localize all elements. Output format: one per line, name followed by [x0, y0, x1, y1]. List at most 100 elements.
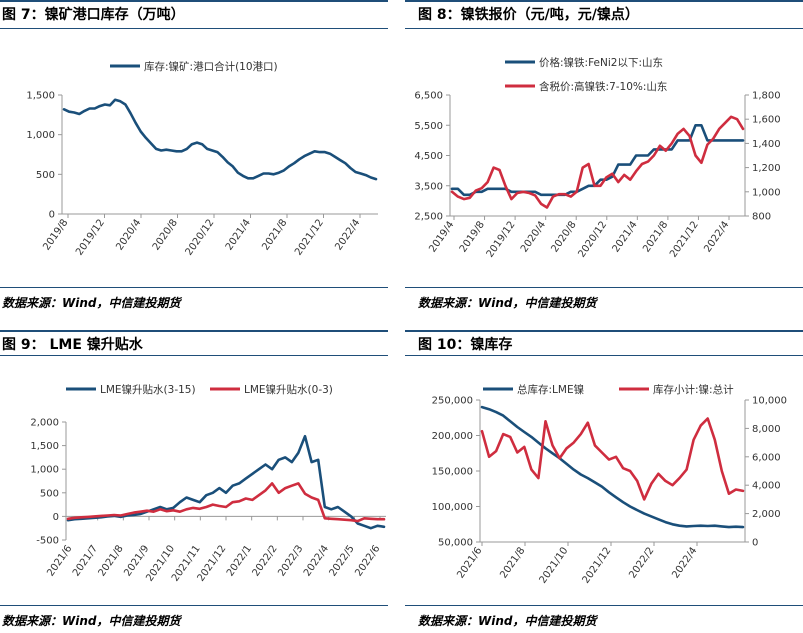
series-line-0 [480, 405, 745, 529]
legend-label-0: 价格:镍铁:FeNi2以下:山东 [539, 56, 663, 69]
y-tick-label-left-3: 1,500 [26, 91, 55, 102]
figure-9-source: 数据来源：Wind，中信建投期货 [2, 614, 181, 628]
y-tick-label-left-3: 200,000 [432, 431, 473, 442]
figure-7-chart: 库存:镍矿:港口合计(10港口) 0 500 1,000 1,500 2019/8 2019… [26, 60, 378, 258]
series-line-1 [450, 115, 745, 209]
figure-7-top-rule [0, 0, 388, 2]
x-tick-label-5: 2021/4 [224, 217, 253, 252]
legend-label-1: 含税价:高镍铁:7-10%:山东 [539, 80, 667, 93]
x-tick-label-3: 2020/4 [519, 219, 548, 254]
x-tick-label-6: 2021/8 [260, 217, 289, 252]
y-tick-label-right-5: 1,800 [752, 91, 781, 102]
legend-label-1: 库存小计:镍:总计 [653, 383, 734, 396]
y-tick-label-left-0: 2,500 [414, 212, 443, 223]
figure-9-top-rule [0, 330, 388, 332]
x-tick-label-2: 2019/12 [485, 219, 518, 259]
series-line-0 [62, 98, 378, 181]
y-tick-label-left-4: 1,500 [30, 441, 59, 452]
y-tick-label-left-4: 250,000 [432, 396, 473, 407]
x-tick-label-8: 2022/4 [333, 217, 362, 252]
figure-10-chart: 总库存:LME镍 库存小计:镍:总计 50,000 100,000 150,000 200… [432, 383, 787, 586]
figure-8-source: 数据来源：Wind，中信建投期货 [418, 296, 597, 310]
y-tick-label-right-1: 1,000 [752, 187, 781, 198]
series-line-1 [66, 482, 386, 523]
x-tick-label-2: 2021/8 [97, 543, 126, 578]
y-tick-label-right-2: 4,000 [752, 481, 781, 492]
x-tick-label-0: 2021/6 [455, 545, 484, 580]
figure-8-bottom-rule [405, 287, 803, 288]
y-tick-label-right-0: 0 [752, 538, 758, 549]
x-tick-label-2: 2020/4 [114, 217, 143, 252]
y-tick-label-left-2: 500 [40, 488, 59, 499]
x-tick-label-1: 2019/12 [74, 217, 107, 257]
figure-7-source: 数据来源：Wind，中信建投期货 [2, 296, 181, 310]
figure-7-title-rule [0, 28, 388, 29]
x-tick-label-5: 2022/4 [670, 545, 699, 580]
x-tick-label-12: 2022/6 [353, 543, 382, 578]
y-tick-label-left-1: 100,000 [432, 502, 473, 513]
y-tick-label-right-4: 8,000 [752, 424, 781, 435]
x-tick-label-4: 2020/12 [184, 217, 217, 257]
y-tick-label-right-5: 10,000 [752, 396, 787, 407]
x-tick-label-8: 2021/12 [668, 219, 701, 259]
legend-label-0: LME镍升贴水(3-15) [100, 383, 196, 396]
x-tick-label-7: 2021/12 [293, 217, 326, 257]
x-tick-label-3: 2020/8 [151, 217, 180, 252]
x-tick-label-1: 2021/7 [71, 543, 100, 578]
figure-10-source: 数据来源：Wind，中信建投期货 [418, 614, 597, 628]
y-tick-label-left-4: 6,500 [414, 91, 443, 102]
y-tick-label-right-1: 2,000 [752, 509, 781, 520]
y-tick-label-left-3: 5,500 [414, 121, 443, 132]
x-tick-label-8: 2022/2 [251, 543, 280, 578]
y-tick-label-left-1: 500 [36, 170, 55, 181]
figure-10-bottom-rule [405, 605, 803, 606]
x-tick-label-2: 2021/10 [538, 545, 571, 585]
y-tick-label-left-3: 1,000 [30, 465, 59, 476]
figure-8-title: 图 8：镍铁报价（元/吨，元/镍点） [418, 7, 639, 23]
x-tick-label-5: 2020/12 [576, 219, 609, 259]
y-tick-label-right-3: 1,400 [752, 139, 781, 150]
y-tick-label-left-1: 3,500 [414, 181, 443, 192]
y-tick-label-left-0: 50,000 [438, 538, 473, 549]
x-tick-label-3: 2021/12 [581, 545, 614, 585]
legend-label-0: 库存:镍矿:港口合计(10港口) [144, 60, 278, 73]
x-tick-label-9: 2022/4 [702, 219, 731, 254]
x-tick-label-0: 2021/6 [45, 543, 74, 578]
y-tick-label-left-0: 0 [49, 210, 55, 221]
y-tick-label-left-2: 4,500 [414, 151, 443, 162]
y-tick-label-left-5: 2,000 [30, 418, 59, 429]
x-tick-label-11: 2022/5 [328, 543, 357, 578]
figure-10-top-rule [405, 330, 803, 332]
y-tick-label-left-0: -500 [36, 536, 59, 547]
figure-7-bottom-rule [0, 287, 388, 288]
legend-label-1: LME镍升贴水(0-3) [244, 383, 333, 396]
legend-label-0: 总库存:LME镍 [517, 383, 584, 396]
figure-7-title: 图 7：镍矿港口库存（万吨） [2, 7, 185, 23]
y-tick-label-left-1: 0 [53, 512, 59, 523]
series-line-0 [66, 434, 386, 530]
series-line-1 [480, 417, 745, 501]
figure-9-title-rule [0, 355, 388, 356]
x-tick-label-0: 2019/8 [41, 217, 70, 252]
figure-10-title: 图 10：镍库存 [418, 337, 513, 353]
y-tick-label-right-3: 6,000 [752, 452, 781, 463]
x-tick-label-7: 2022/1 [225, 543, 254, 578]
y-tick-label-left-2: 150,000 [432, 467, 473, 478]
x-tick-label-1: 2019/8 [458, 219, 487, 254]
y-tick-label-right-2: 1,200 [752, 163, 781, 174]
series-line-0 [450, 124, 745, 197]
y-tick-label-left-2: 1,000 [26, 130, 55, 141]
figure-10-title-rule [405, 355, 803, 356]
figure-9-bottom-rule [0, 605, 388, 606]
figure-8-title-rule [405, 28, 803, 29]
figure-9-chart: LME镍升贴水(3-15) LME镍升贴水(0-3) -500 0 500 1,000 1,… [30, 383, 386, 584]
x-tick-label-6: 2021/4 [611, 219, 640, 254]
x-tick-label-7: 2021/8 [641, 219, 670, 254]
x-tick-label-4: 2020/8 [549, 219, 578, 254]
x-tick-label-1: 2021/8 [498, 545, 527, 580]
figure-8-top-rule [405, 0, 803, 2]
x-tick-label-4: 2022/2 [627, 545, 656, 580]
figure-9-title: 图 9： LME 镍升贴水 [2, 337, 143, 353]
y-tick-label-right-0: 800 [752, 212, 771, 223]
